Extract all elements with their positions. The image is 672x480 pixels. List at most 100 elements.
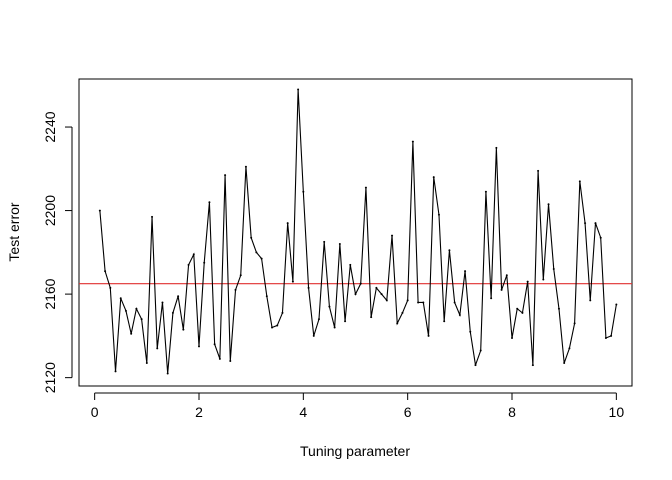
data-point [511,336,514,339]
x-tick-label: 6 [404,404,412,420]
data-point [197,345,200,348]
data-point [516,307,519,310]
data-point [453,301,456,304]
data-point [537,169,540,172]
data-point [547,203,550,206]
data-point [573,322,576,325]
data-point [396,322,399,325]
data-point [203,261,206,264]
data-point [594,222,597,225]
data-point [323,240,326,243]
data-point [427,334,430,337]
y-tick-label: 2120 [42,362,58,393]
data-point [192,253,195,256]
data-point [458,313,461,316]
y-tick-label: 2200 [42,195,58,226]
data-point [161,301,164,304]
data-point [187,263,190,266]
y-tick-label: 2240 [42,111,58,142]
data-point [437,213,440,216]
data-point [563,362,566,365]
data-point [213,343,216,346]
y-tick-label: 2160 [42,278,58,309]
x-tick-label: 0 [91,404,99,420]
data-point [250,236,253,239]
data-point [312,334,315,337]
data-point [317,318,320,321]
data-point [557,307,560,310]
x-axis-label: Tuning parameter [300,443,410,459]
data-point [328,305,331,308]
data-point [344,320,347,323]
data-point [182,328,185,331]
data-point [286,222,289,225]
data-point [589,299,592,302]
data-point [333,326,336,329]
data-point [260,257,263,260]
data-point [364,186,367,189]
data-point [531,364,534,367]
data-point [104,270,107,273]
x-tick-label: 2 [195,404,203,420]
plot-frame [78,78,633,387]
data-point [281,311,284,314]
data-point [479,349,482,352]
data-point [417,301,420,304]
data-point [568,347,571,350]
data-point [119,297,122,300]
series-line [99,89,617,374]
data-point [297,88,300,91]
y-axis: 2120 2160 2200 2240 [42,111,73,393]
y-axis-label: Test error [6,202,22,261]
data-point [615,303,618,306]
data-point [610,334,613,337]
data-point [171,311,174,314]
data-point [391,234,394,237]
data-point [224,174,227,177]
data-point [469,330,472,333]
data-point [229,359,232,362]
data-point [234,288,237,291]
data-point [109,286,112,289]
data-point [490,297,493,300]
data-point [380,293,383,296]
data-point [218,357,221,360]
data-point [505,274,508,277]
data-point [495,146,498,149]
data-point [208,201,211,204]
data-point [98,209,101,212]
data-point [385,299,388,302]
data-point [406,299,409,302]
data-point [265,295,268,298]
data-point [130,332,133,335]
data-point [443,320,446,323]
data-point [484,190,487,193]
data-point [354,293,357,296]
data-point [432,176,435,179]
data-point [552,268,555,271]
data-point [578,180,581,183]
data-point [140,318,143,321]
data-point [422,301,425,304]
data-point [584,222,587,225]
x-tick-label: 4 [299,404,307,420]
data-point [151,215,154,218]
data-point [474,364,477,367]
data-point [542,278,545,281]
x-tick-label: 8 [508,404,516,420]
data-point [244,165,247,168]
data-point [114,370,117,373]
data-point [338,242,341,245]
x-tick-label: 10 [609,404,625,420]
data-point [604,336,607,339]
data-point [124,309,127,312]
data-point [464,270,467,273]
data-point [521,311,524,314]
data-point [307,286,310,289]
data-point [145,362,148,365]
data-point [401,311,404,314]
data-point [448,249,451,252]
data-point [291,280,294,283]
data-point [500,288,503,291]
